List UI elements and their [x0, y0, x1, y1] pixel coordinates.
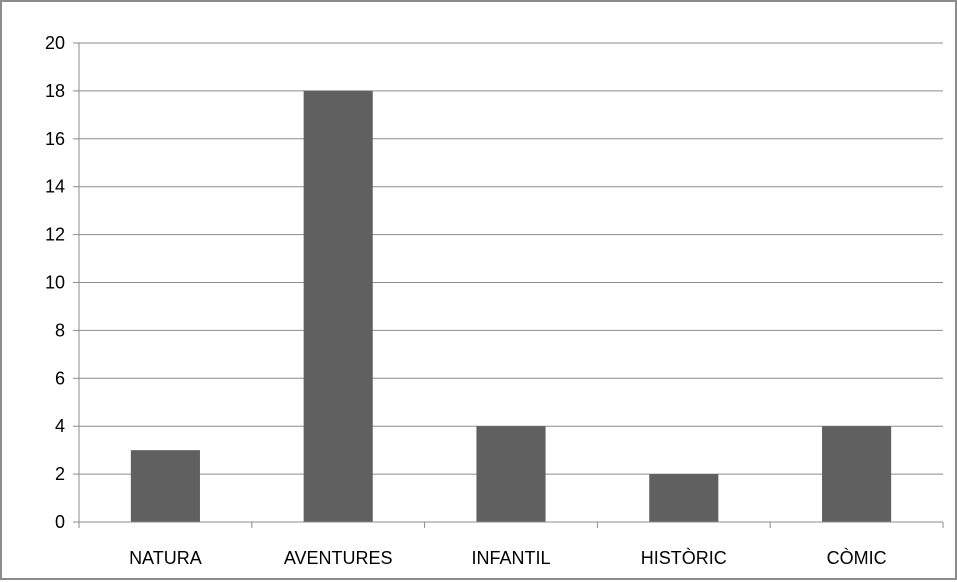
- bar-històric: [649, 474, 719, 522]
- gridlines: [79, 42, 943, 475]
- bar-aventures: [303, 90, 373, 523]
- x-tick-label: AVENTURES: [284, 548, 393, 568]
- axes: [73, 42, 944, 528]
- bar-natura: [130, 450, 200, 522]
- x-tick-label: CÒMIC: [827, 547, 887, 568]
- y-tick-label: 20: [45, 33, 65, 53]
- x-tick-label: INFANTIL: [471, 548, 550, 568]
- y-tick-labels: 0 2 4 6 8 10 12 14 16 18 20: [45, 33, 65, 532]
- bar-còmic: [822, 426, 892, 522]
- x-tick-label: HISTÒRIC: [641, 547, 727, 568]
- x-tick-label: NATURA: [129, 548, 202, 568]
- y-tick-label: 16: [45, 129, 65, 149]
- y-tick-label: 0: [55, 512, 65, 532]
- y-tick-label: 14: [45, 177, 65, 197]
- bars: [130, 90, 892, 523]
- y-tick-label: 4: [55, 416, 65, 436]
- y-tick-label: 8: [55, 320, 65, 340]
- bar-infantil: [476, 426, 546, 522]
- x-tick-labels: NATURA AVENTURES INFANTIL HISTÒRIC CÒMIC: [129, 547, 887, 568]
- y-tick-label: 12: [45, 225, 65, 245]
- y-tick-label: 6: [55, 368, 65, 388]
- y-tick-label: 10: [45, 273, 65, 293]
- y-tick-label: 2: [55, 464, 65, 484]
- y-tick-label: 18: [45, 81, 65, 101]
